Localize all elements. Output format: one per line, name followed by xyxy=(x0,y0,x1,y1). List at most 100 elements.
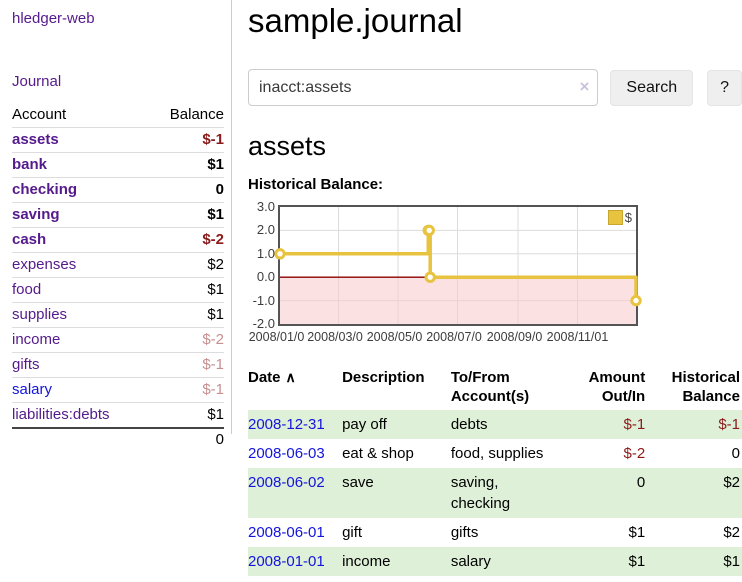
chart-title: Historical Balance: xyxy=(248,176,384,193)
account-row: saving $1 xyxy=(12,202,224,228)
account-balance: $2 xyxy=(148,252,224,278)
transaction-description: income xyxy=(342,553,391,570)
transaction-balance: $1 xyxy=(723,553,740,570)
date-column-header[interactable]: Date ∧ xyxy=(248,369,296,386)
register-header-row: Date ∧ Description To/From Account(s) Amo… xyxy=(248,364,742,410)
transaction-amount: 0 xyxy=(636,474,646,491)
accounts-table: Account Balance assets $-1 bank $1 checking 0… xyxy=(12,103,224,452)
search-button[interactable]: Search xyxy=(610,69,694,106)
account-row: expenses $2 xyxy=(12,252,224,278)
chart-legend: $ xyxy=(607,210,632,225)
transaction-description: save xyxy=(342,474,374,491)
account-row: bank $1 xyxy=(12,152,224,178)
x-axis-label: 2008/01/01 xyxy=(245,329,315,345)
transaction-date-link[interactable]: 2008-06-01 xyxy=(248,524,325,541)
transaction-balance: $-1 xyxy=(718,416,740,433)
transaction-balance: $2 xyxy=(723,474,740,491)
x-axis-label: 2008/07/01 xyxy=(422,329,493,345)
search-bar: × Search ? xyxy=(248,69,742,106)
legend-label: $ xyxy=(624,210,632,225)
account-row: cash $-2 xyxy=(12,227,224,253)
y-axis-label: 2.0 xyxy=(256,222,275,238)
x-axis-label: 2008/09/01 xyxy=(482,329,553,345)
clear-search-icon[interactable]: × xyxy=(579,77,590,96)
app-title-link[interactable]: hledger-web xyxy=(12,10,95,27)
sort-ascending-icon[interactable]: ∧ xyxy=(285,369,296,385)
account-link[interactable]: salary xyxy=(12,381,53,398)
account-link[interactable]: food xyxy=(12,281,42,298)
transaction-date-link[interactable]: 2008-01-01 xyxy=(248,553,325,570)
y-axis-label: 1.0 xyxy=(256,245,275,261)
y-axis-label: 3.0 xyxy=(256,199,275,214)
account-balance: $-2 xyxy=(148,327,224,353)
balance-column-header-main: Historical Balance xyxy=(671,369,740,405)
account-balance: 0 xyxy=(148,177,224,203)
account-row: assets $-1 xyxy=(12,127,224,153)
table-row: 2008-06-02 save saving, checking 0 $2 xyxy=(248,468,742,518)
transaction-accounts: gifts xyxy=(450,524,479,541)
y-axis-label: -1.0 xyxy=(252,292,275,308)
transaction-amount: $-1 xyxy=(623,416,646,433)
transaction-date-link[interactable]: 2008-06-03 xyxy=(248,445,325,462)
account-link[interactable]: saving xyxy=(12,206,60,223)
sidebar-item-journal[interactable]: Journal xyxy=(12,73,62,90)
transaction-accounts: debts xyxy=(450,416,488,433)
account-balance: $1 xyxy=(207,406,224,423)
account-row: food $1 xyxy=(12,277,224,303)
amount-column-header: Amount Out/In xyxy=(588,369,646,405)
account-row: gifts $-1 xyxy=(12,352,224,378)
x-axis-label: 2008/05/01 xyxy=(363,329,434,345)
transaction-amount: $1 xyxy=(628,524,646,541)
x-axis-label: 2008/11/01 xyxy=(542,329,613,345)
account-row: checking 0 xyxy=(12,177,224,203)
transaction-description: gift xyxy=(342,524,363,541)
search-input[interactable] xyxy=(248,69,599,106)
account-balance: $1 xyxy=(148,152,224,178)
accounts-total-value: 0 xyxy=(148,427,224,452)
chart-plot-area: $ xyxy=(274,205,642,326)
tofrom-column-header: To/From Account(s) xyxy=(450,369,530,405)
table-row: 2008-12-31 pay off debts $-1 $-1 xyxy=(248,410,742,439)
account-balance: $1 xyxy=(148,302,224,328)
sidebar: hledger-web Journal Account Balance asse… xyxy=(0,0,232,452)
account-heading: assets xyxy=(248,131,327,161)
search-box: × xyxy=(248,69,599,106)
accounts-header-row: Account Balance xyxy=(12,103,224,128)
x-axis-label: 2008/03/01 xyxy=(303,329,374,345)
transaction-date-link[interactable]: 2008-06-02 xyxy=(248,474,325,491)
table-row: 2008-06-01 gift gifts $1 $2 xyxy=(248,518,742,547)
transaction-amount: $-2 xyxy=(623,445,646,462)
transaction-date-link[interactable]: 2008-12-31 xyxy=(248,416,325,433)
help-button[interactable]: ? xyxy=(707,69,742,106)
legend-swatch xyxy=(607,210,623,225)
transaction-amount: $1 xyxy=(628,553,646,570)
transaction-balance: 0 xyxy=(731,445,740,462)
transaction-description: eat & shop xyxy=(342,445,414,462)
table-row: 2008-01-01 income salary $1 $1 xyxy=(248,547,742,576)
accounts-total-row: 0 xyxy=(12,427,224,452)
account-link[interactable]: income xyxy=(12,331,61,348)
account-link[interactable]: checking xyxy=(12,181,78,198)
account-link[interactable]: liabilities:debts xyxy=(12,406,110,423)
account-balance: $1 xyxy=(148,202,224,228)
account-balance: $-1 xyxy=(148,377,224,403)
table-row: 2008-06-03 eat & shop food, supplies $-2 0 xyxy=(248,439,742,468)
account-link[interactable]: expenses xyxy=(12,256,77,273)
account-balance: $-1 xyxy=(148,352,224,378)
register-table: Date ∧ Description To/From Account(s) Amo… xyxy=(248,364,742,576)
transaction-description: pay off xyxy=(342,416,387,433)
chart-point xyxy=(274,248,286,260)
account-link[interactable]: gifts xyxy=(12,356,40,373)
account-link[interactable]: assets xyxy=(12,131,59,148)
page-title: sample.journal xyxy=(248,2,463,39)
y-axis-label: 0.0 xyxy=(256,269,275,285)
account-link[interactable]: bank xyxy=(12,156,48,173)
account-link[interactable]: supplies xyxy=(12,306,68,323)
chart-point xyxy=(630,294,642,307)
account-row: income $-2 xyxy=(12,327,224,353)
account-link[interactable]: cash xyxy=(12,231,47,248)
account-column-header: Account xyxy=(12,103,149,128)
transaction-accounts: salary xyxy=(450,553,491,570)
description-column-header: Description xyxy=(342,369,425,386)
